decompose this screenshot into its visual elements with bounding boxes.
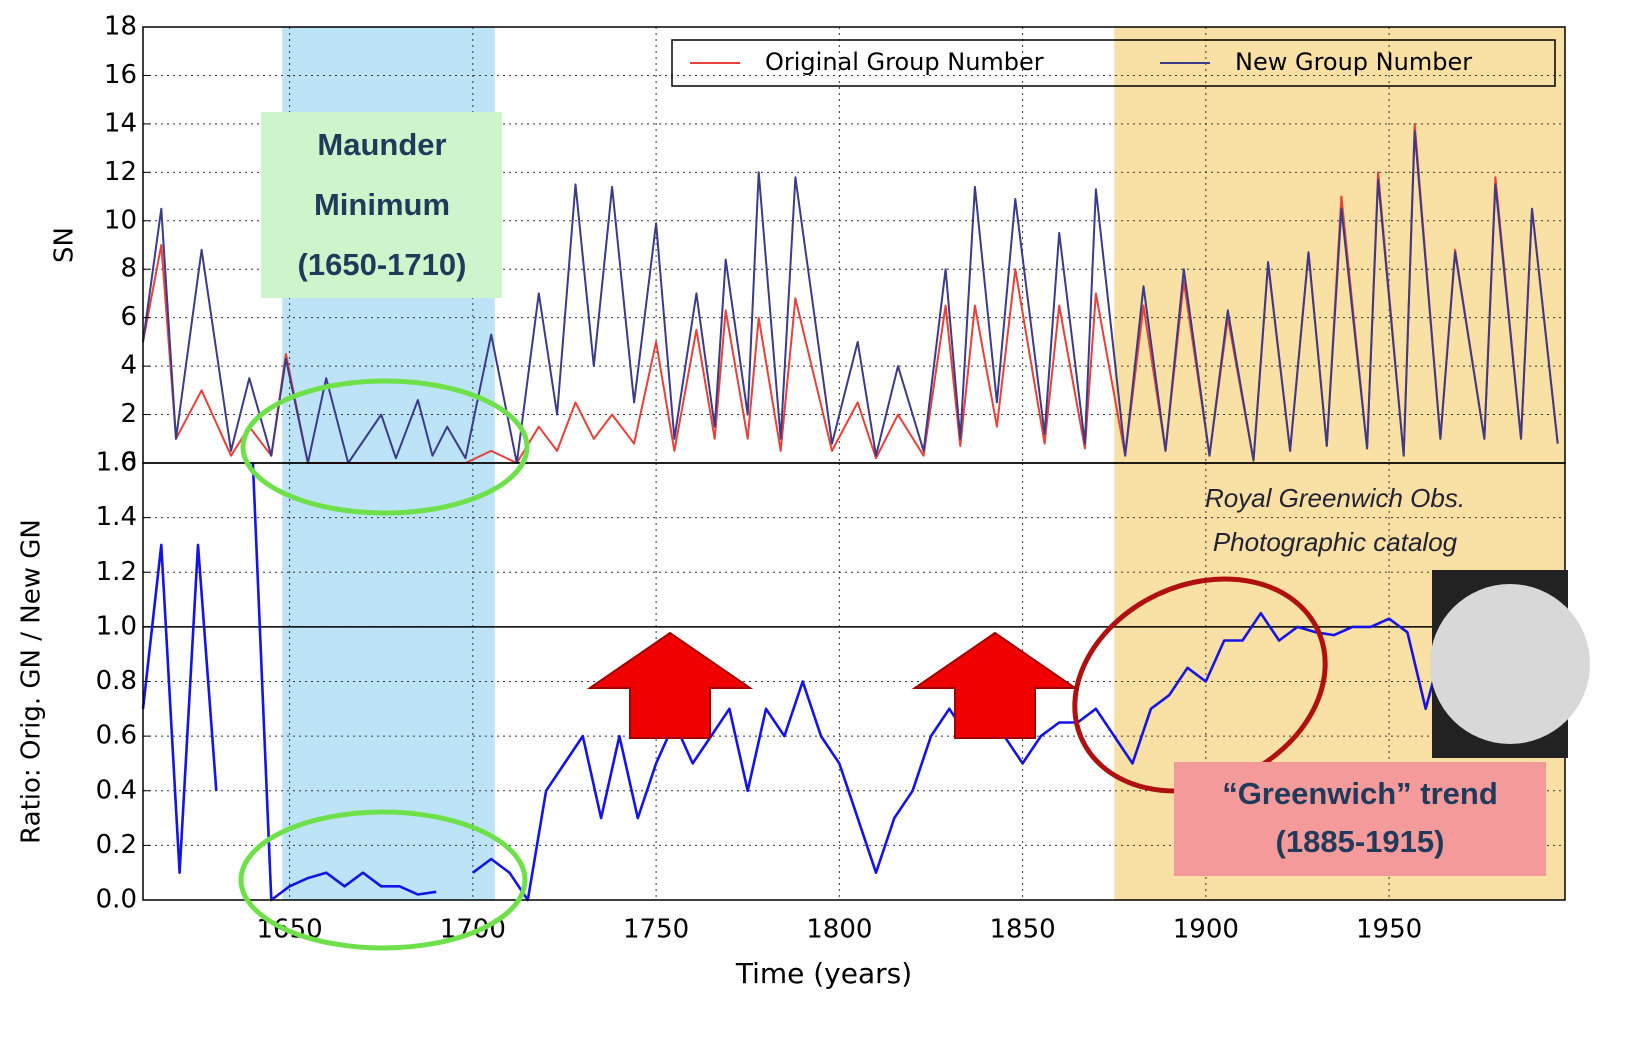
x-axis-label: Time (years): [735, 957, 912, 990]
annotation-text: (1885-1915): [1276, 824, 1445, 859]
y-tick-label: 0.0: [96, 885, 137, 915]
x-tick-label: 1750: [623, 915, 689, 945]
y-tick-label: 14: [104, 108, 137, 138]
x-tick-label: 1950: [1356, 915, 1422, 945]
annotation-text: “Greenwich” trend: [1222, 776, 1498, 811]
y-tick-label: 1.0: [96, 611, 137, 641]
arrow: [590, 633, 750, 738]
x-tick-label: 1850: [990, 915, 1056, 945]
y-tick-label: 0.2: [96, 830, 137, 860]
y-tick-label: 10: [104, 205, 137, 235]
y-tick-label: 1.2: [96, 557, 137, 587]
chart: 024681012141618SNOriginal Group NumberNe…: [0, 0, 1628, 1037]
y-tick-label: 1.4: [96, 502, 137, 532]
legend-label: Original Group Number: [765, 48, 1044, 76]
y-tick-label: 6: [120, 302, 137, 332]
annotation-text: Royal Greenwich Obs.: [1205, 483, 1465, 513]
y-tick-label: 1.6: [96, 448, 137, 478]
x-tick-label: 1900: [1173, 915, 1239, 945]
y-tick-label: 4: [120, 351, 137, 381]
y-axis-label: SN: [50, 227, 80, 263]
y-tick-label: 0.6: [96, 721, 137, 751]
photo-disc: [1430, 584, 1590, 744]
x-tick-label: 1800: [806, 915, 872, 945]
y-tick-label: 12: [104, 157, 137, 187]
y-tick-label: 8: [120, 254, 137, 284]
annotation-text: Photographic catalog: [1213, 527, 1458, 557]
annotation-text: Maunder: [317, 127, 446, 162]
y-tick-label: 0.4: [96, 775, 137, 805]
y-tick-label: 0.8: [96, 666, 137, 696]
y-tick-label: 18: [104, 12, 137, 42]
annotation-text: (1650-1710): [298, 247, 467, 282]
legend-label: New Group Number: [1235, 48, 1472, 76]
y-tick-label: 16: [104, 60, 137, 90]
y-tick-label: 2: [120, 399, 137, 429]
annotation-text: Minimum: [314, 187, 450, 222]
y-axis-label: Ratio: Orig. GN / New GN: [17, 519, 47, 844]
